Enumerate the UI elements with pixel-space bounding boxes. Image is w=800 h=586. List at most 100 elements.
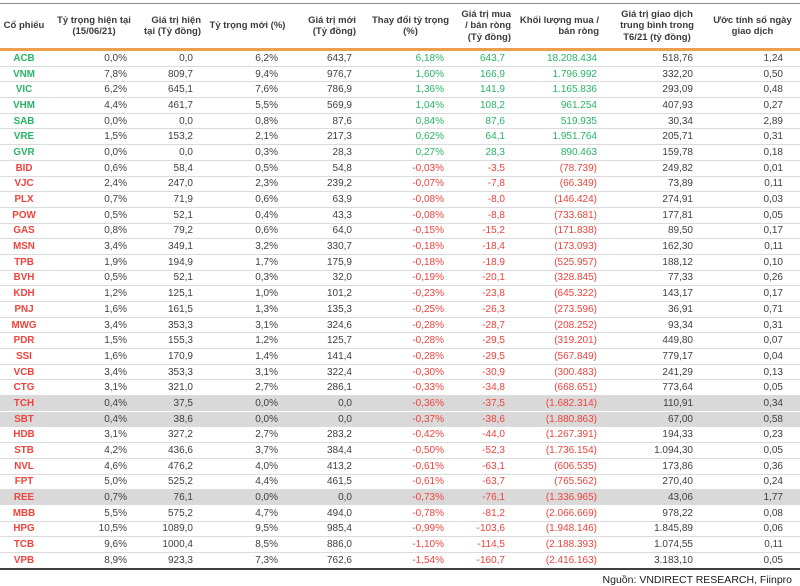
column-header: Khối lượng mua / bán ròng [517, 3, 609, 51]
value-cell: -63,1 [457, 458, 517, 475]
table-row: BVH 0,5% 52,1 0,3% 32,0 -0,19% -20,1 (328.845) 7… [0, 270, 800, 287]
value-cell: 177,81 [609, 207, 705, 224]
value-cell: (1.736.154) [517, 442, 609, 459]
value-cell: 73,89 [609, 176, 705, 193]
table-row: CTG 3,1% 321,0 2,7% 286,1 -0,33% -34,8 (668.651… [0, 379, 800, 397]
value-cell: 54,8 [290, 160, 364, 177]
value-cell: -34,8 [457, 379, 517, 397]
ticker-cell: TCH [0, 395, 48, 412]
value-cell: -0,18% [364, 238, 457, 255]
value-cell: 8,9% [48, 552, 140, 570]
ticker-cell: STB [0, 442, 48, 459]
value-cell: 141,4 [290, 348, 364, 365]
value-cell: 0,0 [290, 489, 364, 506]
table-row: STB 4,2% 436,6 3,7% 384,4 -0,50% -52,3 (1.736.1… [0, 442, 800, 459]
value-cell: 3,1% [48, 379, 140, 397]
value-cell: -0,28% [364, 348, 457, 365]
value-cell: 6,2% [48, 81, 140, 99]
table-row: PDR 1,5% 155,3 1,2% 125,7 -0,28% -29,5 (319.201… [0, 332, 800, 350]
value-cell: 0,17 [705, 285, 800, 302]
value-cell: -38,6 [457, 411, 517, 428]
value-cell: 0,3% [205, 270, 290, 287]
value-cell: 809,7 [140, 66, 205, 83]
value-cell: 5,0% [48, 474, 140, 491]
value-cell: -29,5 [457, 332, 517, 350]
ticker-cell: ACB [0, 49, 48, 67]
value-cell: 0,0% [205, 395, 290, 412]
table-row: HDB 3,1% 327,2 2,7% 283,2 -0,42% -44,0 (1.267.3… [0, 427, 800, 444]
value-cell: 0,18 [705, 144, 800, 161]
value-cell: 575,2 [140, 505, 205, 522]
value-cell: -0,08% [364, 191, 457, 208]
value-cell: 10,5% [48, 521, 140, 538]
table-row: SAB 0,0% 0,0 0,8% 87,6 0,84% 87,6 519.935 30,34 2… [0, 113, 800, 130]
value-cell: (1.880.863) [517, 411, 609, 428]
value-cell: 643,7 [457, 49, 517, 67]
value-cell: 349,1 [140, 238, 205, 255]
value-cell: 270,40 [609, 474, 705, 491]
value-cell: 173,86 [609, 458, 705, 475]
ticker-cell: SBT [0, 411, 48, 428]
value-cell: -8,0 [457, 191, 517, 208]
value-cell: (173.093) [517, 238, 609, 255]
value-cell: 79,2 [140, 223, 205, 240]
value-cell: 9,6% [48, 536, 140, 553]
value-cell: 8,5% [205, 536, 290, 553]
value-cell: 3,1% [48, 427, 140, 444]
value-cell: 0,0 [290, 411, 364, 428]
column-header: Cổ phiếu [0, 3, 48, 51]
value-cell: -52,3 [457, 442, 517, 459]
value-cell: 961.254 [517, 97, 609, 114]
value-cell: 76,1 [140, 489, 205, 506]
value-cell: 0,7% [48, 489, 140, 506]
value-cell: (567.849) [517, 348, 609, 365]
value-cell: 108,2 [457, 97, 517, 114]
value-cell: 141,9 [457, 81, 517, 99]
value-cell: -0,25% [364, 301, 457, 318]
value-cell: 978,22 [609, 505, 705, 522]
table-row: VPB 8,9% 923,3 7,3% 762,6 -1,54% -160,7 (2.416.… [0, 552, 800, 570]
value-cell: (733.681) [517, 207, 609, 224]
value-cell: 64,1 [457, 128, 517, 146]
table-row: MWG 3,4% 353,3 3,1% 324,6 -0,28% -28,7 (208.252… [0, 317, 800, 334]
value-cell: 0,7% [48, 191, 140, 208]
value-cell: 330,7 [290, 238, 364, 255]
value-cell: 976,7 [290, 66, 364, 83]
column-header: Tỷ trọng hiện tại (15/06/21) [48, 3, 140, 51]
value-cell: -0,42% [364, 427, 457, 444]
value-cell: -20,1 [457, 270, 517, 287]
value-cell: 143,17 [609, 285, 705, 302]
value-cell: 170,9 [140, 348, 205, 365]
value-cell: 0,0% [48, 113, 140, 130]
value-cell: -28,7 [457, 317, 517, 334]
header-row: Cổ phiếu Tỷ trọng hiện tại (15/06/21) Giá … [0, 3, 800, 51]
value-cell: 0,3% [205, 144, 290, 161]
value-cell: 5,5% [205, 97, 290, 114]
value-cell: 6,2% [205, 49, 290, 67]
value-cell: 1,4% [205, 348, 290, 365]
value-cell: 0,5% [205, 160, 290, 177]
value-cell: 249,82 [609, 160, 705, 177]
value-cell: -0,08% [364, 207, 457, 224]
value-cell: 436,6 [140, 442, 205, 459]
value-cell: 2,4% [48, 176, 140, 193]
value-cell: (668.651) [517, 379, 609, 397]
value-cell: 519.935 [517, 113, 609, 130]
value-cell: 4,7% [205, 505, 290, 522]
value-cell: 9,4% [205, 66, 290, 83]
value-cell: 30,34 [609, 113, 705, 130]
value-cell: 58,4 [140, 160, 205, 177]
value-cell: 0,03 [705, 191, 800, 208]
value-cell: 110,91 [609, 395, 705, 412]
value-cell: 0,84% [364, 113, 457, 130]
value-cell: (171.838) [517, 223, 609, 240]
value-cell: -18,9 [457, 254, 517, 271]
ticker-cell: PDR [0, 332, 48, 350]
value-cell: 0,0 [140, 49, 205, 67]
value-cell: 0,8% [205, 113, 290, 130]
value-cell: 162,30 [609, 238, 705, 255]
value-cell: (319.201) [517, 332, 609, 350]
value-cell: (1.948.146) [517, 521, 609, 538]
value-cell: 461,7 [140, 97, 205, 114]
value-cell: 1,77 [705, 489, 800, 506]
